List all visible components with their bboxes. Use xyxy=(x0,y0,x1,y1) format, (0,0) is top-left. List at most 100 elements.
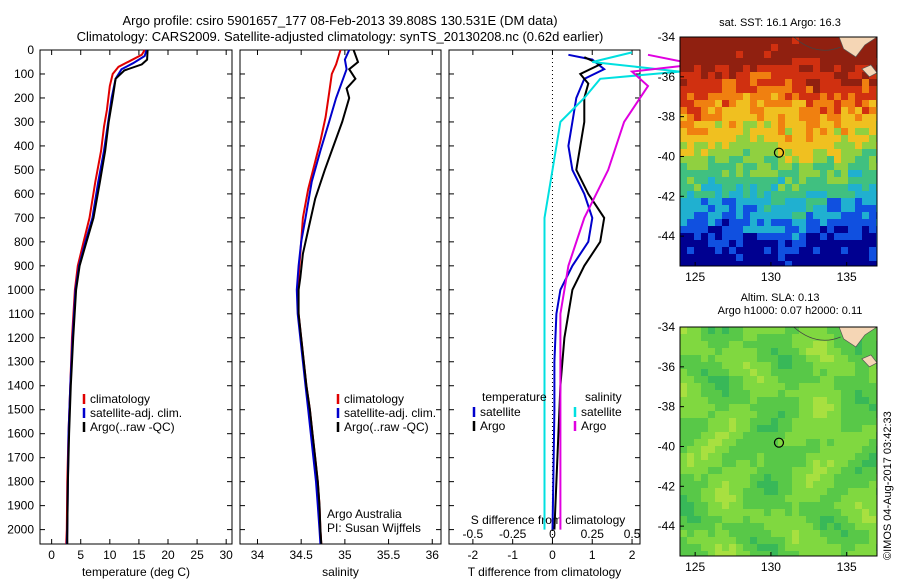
sla-map-cell xyxy=(736,341,744,349)
sst-map-cell xyxy=(708,261,716,266)
depth-tick-label: 700 xyxy=(14,211,34,225)
sla-map-cell xyxy=(820,383,828,391)
sla-map-cell xyxy=(722,362,730,370)
sla-map-cell xyxy=(848,502,856,510)
sla-map-cell xyxy=(799,341,807,349)
sst-map-cell xyxy=(785,100,793,108)
sst-map-field xyxy=(680,37,877,266)
sst-map-cell xyxy=(757,114,765,122)
sla-map-cell xyxy=(799,530,807,538)
sst-map-cell xyxy=(848,128,856,136)
sst-map-cell xyxy=(827,100,835,108)
depth-tick-label: 1000 xyxy=(7,283,34,297)
sst-map-cell xyxy=(799,65,807,73)
sla-map-cell xyxy=(750,334,758,342)
sla-map-cell xyxy=(799,460,807,468)
sst-map-cell xyxy=(799,198,807,206)
sla-map-cell xyxy=(820,446,828,454)
sst-map-cell xyxy=(799,58,807,66)
sla-map-cell xyxy=(820,474,828,482)
sla-map-cell xyxy=(708,460,716,468)
sla-map-cell xyxy=(771,537,779,545)
sst-map-cell xyxy=(785,247,793,255)
sst-map-cell xyxy=(680,170,688,178)
sla-map-cell xyxy=(687,404,695,412)
sst-map-cell xyxy=(869,170,877,178)
sst-map-cell xyxy=(813,170,821,178)
sst-map-cell xyxy=(771,254,779,262)
diff-x-tick-label: -1 xyxy=(507,548,518,562)
sst-map-cell xyxy=(771,233,779,241)
sst-map-cell xyxy=(743,142,751,150)
sst-map-cell xyxy=(715,44,723,52)
sst-map-cell xyxy=(764,128,772,136)
sst-map-cell xyxy=(799,254,807,262)
sst-map-cell xyxy=(792,233,800,241)
sla-map-cell xyxy=(806,544,814,552)
sla-map-title-2: Argo h1000: 0.07 h2000: 0.11 xyxy=(717,305,863,317)
sst-map-cell xyxy=(708,240,716,248)
sla-map-cell xyxy=(778,509,786,517)
sla-map-cell xyxy=(743,453,751,461)
sst-map-cell xyxy=(841,121,849,129)
sst-map-cell xyxy=(792,107,800,115)
sst-map-cell xyxy=(687,121,695,129)
sst-map-cell xyxy=(785,135,793,143)
sst-map-cell xyxy=(778,156,786,164)
sla-map-cell xyxy=(708,446,716,454)
sla-map-cell xyxy=(841,551,849,556)
sst-map-cell xyxy=(722,58,730,66)
sla-map-cell xyxy=(806,551,814,556)
sst-map-cell xyxy=(792,261,800,266)
sla-map-cell xyxy=(757,453,765,461)
sst-map-cell xyxy=(722,100,730,108)
sla-map-cell xyxy=(680,383,688,391)
sst-map-cell xyxy=(834,135,842,143)
sst-map-cell xyxy=(715,219,723,227)
sst-map-cell xyxy=(855,205,863,213)
sla-map-cell xyxy=(771,390,779,398)
sla-map-cell xyxy=(799,334,807,342)
sla-map-cell xyxy=(694,397,702,405)
sst-map-cell xyxy=(757,177,765,185)
sst-map-cell xyxy=(701,107,709,115)
sla-map-contour xyxy=(793,327,841,341)
sst-map-cell xyxy=(729,156,737,164)
sla-map-cell xyxy=(722,467,730,475)
sla-map-cell xyxy=(806,418,814,426)
sst-map-cell xyxy=(715,156,723,164)
sst-map-cell xyxy=(799,44,807,52)
sla-map-cell xyxy=(722,537,730,545)
sst-map-xtick-label: 125 xyxy=(685,270,705,284)
sla-map-cell xyxy=(792,418,800,426)
sst-map-cell xyxy=(687,114,695,122)
sla-map-cell xyxy=(827,537,835,545)
sst-map-cell xyxy=(869,86,877,94)
sst-map-cell xyxy=(736,93,744,101)
sla-map-cell xyxy=(841,495,849,503)
sla-map-cell xyxy=(834,418,842,426)
sla-map-cell xyxy=(778,544,786,552)
sst-map-cell xyxy=(736,212,744,220)
sla-map-cell xyxy=(722,376,730,384)
sst-map-cell xyxy=(869,240,877,248)
sst-map-cell xyxy=(701,93,709,101)
sla-map-cell xyxy=(813,537,821,545)
sla-map-cell xyxy=(848,474,856,482)
depth-tick-label: 1900 xyxy=(7,499,34,513)
sla-map-cell xyxy=(806,397,814,405)
sst-map-cell xyxy=(715,51,723,59)
sst-map-cell xyxy=(722,86,730,94)
sla-map-cell xyxy=(694,418,702,426)
sst-map-cell xyxy=(785,86,793,94)
sla-map-cell xyxy=(869,460,877,468)
sla-map-cell xyxy=(701,334,709,342)
sst-map-cell xyxy=(820,65,828,73)
sla-map-cell xyxy=(792,460,800,468)
sst-map-cell xyxy=(722,240,730,248)
sla-map-cell xyxy=(687,334,695,342)
sst-map-cell xyxy=(701,163,709,171)
sla-map-cell xyxy=(680,425,688,433)
sla-map-cell xyxy=(701,411,709,419)
sla-map-cell xyxy=(841,355,849,363)
